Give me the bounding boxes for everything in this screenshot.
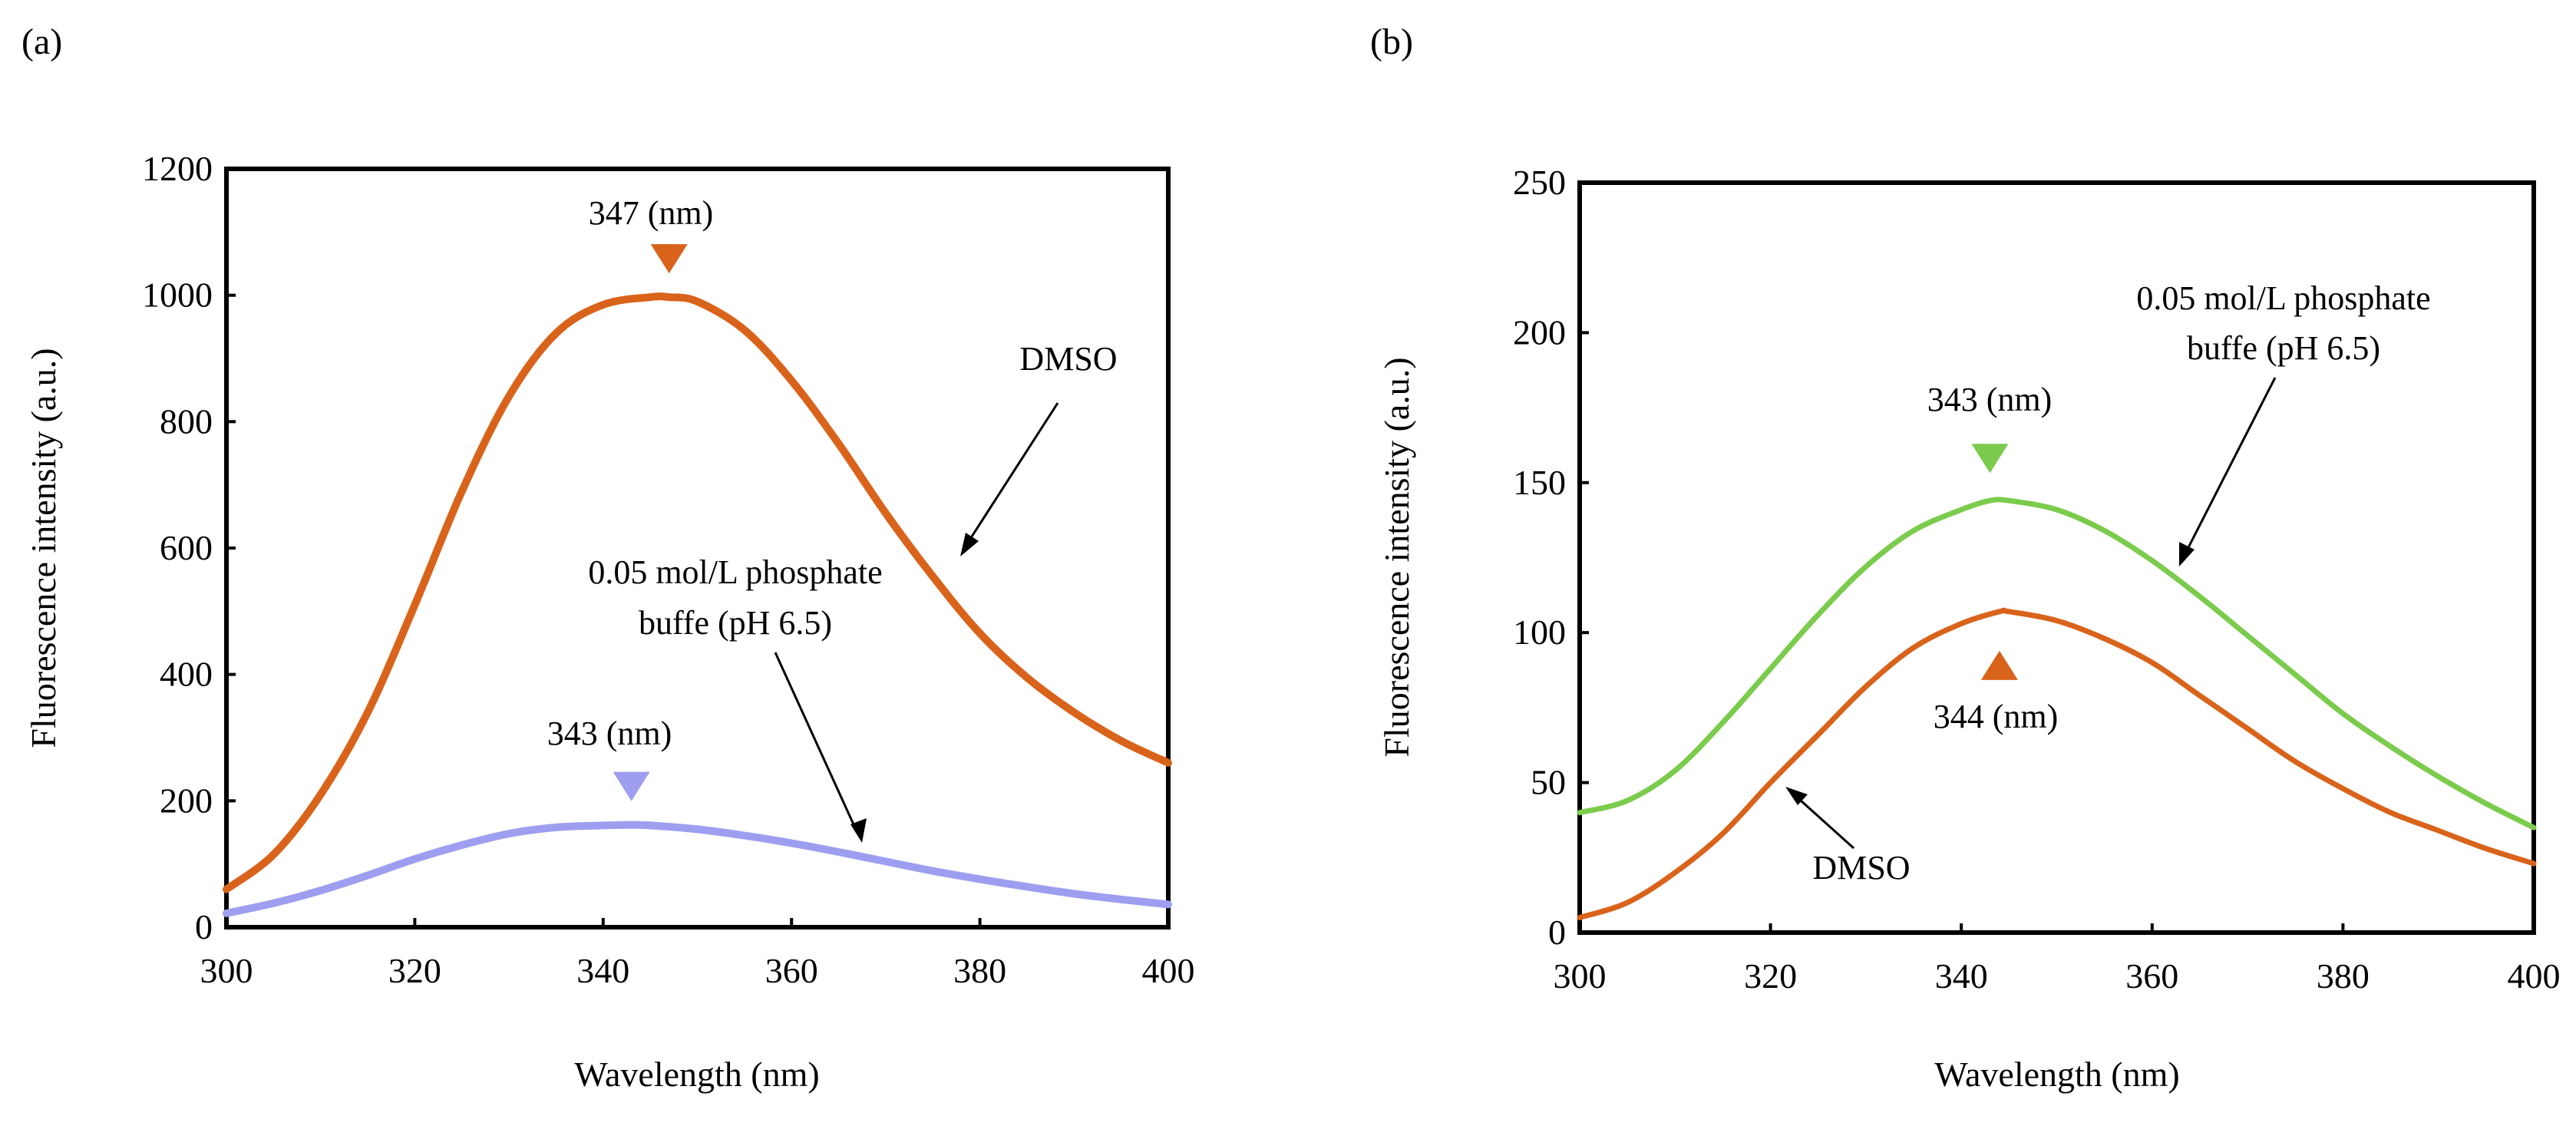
chart-panel-b: (b) 0 50 100 150 200 250 300 320 340 360 380 400 W… (1370, 21, 2561, 1094)
x-tick-label: 400 (2508, 956, 2561, 996)
peak-marker-buffer (1971, 444, 2009, 474)
y-tick-label: 400 (160, 655, 213, 694)
series-lines-b (1577, 497, 2537, 920)
peak-label-buffer-a: 343 (nm) (547, 715, 672, 752)
peak-marker-buffer (613, 771, 650, 801)
x-tick-label: 300 (200, 951, 253, 990)
series-lines-a (223, 292, 1172, 917)
series-label-buffer-a-line1: 0.05 mol/L phosphate (588, 553, 882, 591)
arrowhead-dmso-a (960, 533, 979, 556)
x-axis-title-b: Wavelength (nm) (1934, 1055, 2179, 1094)
y-tick-label: 800 (160, 401, 213, 441)
x-ticks-b: 300 320 340 360 380 400 (1554, 923, 2561, 996)
peak-marker-dmso (650, 244, 688, 274)
y-axis-title-b: Fluorescence intensity (a.u.) (1377, 357, 1416, 757)
peak-label-dmso-a: 347 (nm) (589, 194, 714, 232)
y-ticks-b: 0 50 100 150 200 250 (1513, 163, 1589, 952)
x-tick-label: 380 (2317, 956, 2370, 996)
y-tick-label: 250 (1513, 163, 1566, 202)
panel-label-a: (a) (21, 21, 62, 62)
peak-marker-dmso (1980, 650, 2018, 680)
series-label-buffer-b-line1: 0.05 mol/L phosphate (2136, 279, 2430, 317)
y-tick-label: 1000 (142, 276, 213, 315)
y-tick-label: 200 (1513, 312, 1566, 352)
peak-markers-b (1971, 444, 2018, 680)
y-tick-label: 100 (1513, 613, 1566, 652)
y-tick-label: 0 (195, 907, 213, 946)
arrowhead-buffer-a (850, 818, 867, 843)
y-axis-title-a: Fluorescence intensity (a.u.) (24, 348, 63, 748)
x-tick-label: 300 (1554, 956, 1607, 996)
y-tick-label: 200 (160, 781, 213, 820)
plot-frame-a (224, 167, 1171, 930)
chart-panel-a: (a) 0 200 400 600 800 1000 1200 300 320 340 360 38… (21, 21, 1195, 1094)
x-axis-title-a: Wavelength (nm) (574, 1055, 819, 1094)
series-line-dmso (1577, 607, 2537, 920)
series-label-buffer-a-line2: buffe (pH 6.5) (639, 604, 832, 642)
peak-label-dmso-b: 344 (nm) (1934, 698, 2059, 735)
arrow-buffer-b (2182, 377, 2277, 557)
peak-markers-a (613, 244, 688, 801)
y-ticks-a: 0 200 400 600 800 1000 1200 (142, 149, 236, 946)
series-label-dmso-b: DMSO (1812, 849, 1910, 887)
plot-frame-b (1577, 180, 2536, 935)
series-line-0-05-mol-l-phosphate-buffe-ph-6-5 (1577, 497, 2537, 830)
arrowhead-dmso-b (1785, 787, 1808, 805)
arrowhead-buffer-b (2179, 542, 2195, 566)
x-tick-label: 340 (576, 951, 629, 990)
x-tick-label: 340 (1935, 956, 1988, 996)
arrow-buffer-a (774, 652, 859, 834)
peak-label-buffer-b: 343 (nm) (1927, 381, 2053, 418)
y-tick-label: 0 (1548, 913, 1566, 952)
x-tick-label: 320 (388, 951, 441, 990)
arrow-dmso-a (963, 402, 1059, 548)
panel-label-b: (b) (1370, 21, 1413, 62)
series-label-buffer-b-line2: buffe (pH 6.5) (2187, 329, 2380, 367)
y-tick-label: 50 (1531, 763, 1566, 802)
x-tick-label: 360 (2125, 956, 2178, 996)
y-tick-label: 1200 (142, 149, 213, 188)
arrow-dmso-b (1792, 792, 1855, 850)
series-line-dmso (223, 292, 1172, 893)
y-tick-label: 600 (160, 528, 213, 567)
x-ticks-a: 300 320 340 360 380 400 (200, 918, 1195, 990)
x-tick-label: 380 (953, 951, 1006, 990)
series-label-dmso-a: DMSO (1019, 340, 1117, 378)
y-tick-label: 150 (1513, 463, 1566, 502)
x-tick-label: 320 (1744, 956, 1797, 996)
x-tick-label: 400 (1142, 951, 1195, 990)
series-line-0-05-mol-l-phosphate-buffe-ph-6-5 (223, 821, 1172, 917)
x-tick-label: 360 (765, 951, 818, 990)
